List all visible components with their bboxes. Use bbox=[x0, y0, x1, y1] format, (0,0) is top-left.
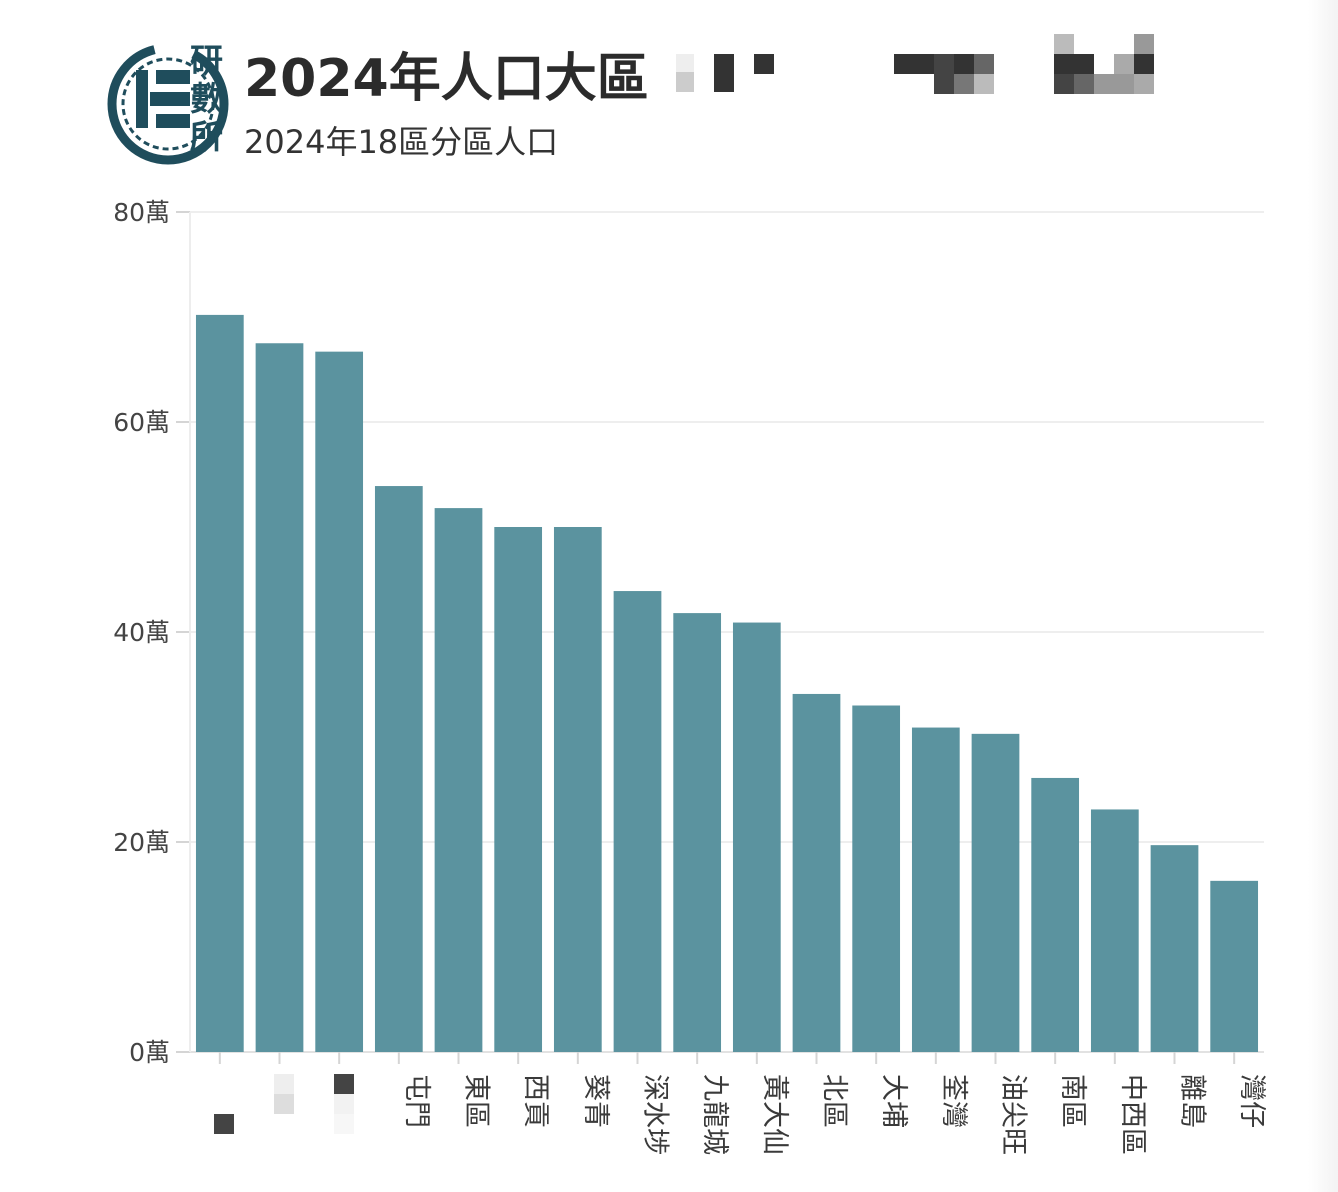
bar bbox=[553, 527, 602, 1052]
x-tick-label: 屯門 bbox=[401, 1074, 432, 1128]
y-tick-label: 20萬 bbox=[113, 828, 170, 857]
bar bbox=[195, 314, 244, 1052]
bar bbox=[911, 727, 960, 1052]
bar bbox=[1031, 777, 1080, 1052]
y-tick-label: 80萬 bbox=[113, 198, 170, 227]
logo-text: 研 數 所 bbox=[190, 42, 232, 156]
bar bbox=[852, 705, 901, 1052]
bar bbox=[732, 622, 781, 1052]
bar bbox=[673, 613, 722, 1052]
logo-char-3: 所 bbox=[190, 117, 223, 156]
bar bbox=[1090, 809, 1139, 1052]
x-tick-label: 南區 bbox=[1057, 1074, 1088, 1128]
bar bbox=[1150, 845, 1199, 1052]
logo-char-2: 數 bbox=[190, 79, 223, 118]
x-tick-label: 北區 bbox=[819, 1074, 850, 1128]
bar bbox=[792, 693, 841, 1052]
bar bbox=[255, 343, 304, 1052]
x-tick-label: 荃灣 bbox=[938, 1074, 969, 1128]
y-tick-label: 0萬 bbox=[129, 1038, 170, 1067]
chart-title: 2024年人口大區 bbox=[244, 49, 649, 109]
x-tick-label: 離島 bbox=[1177, 1074, 1208, 1128]
x-tick-label: 深水埗 bbox=[640, 1074, 671, 1155]
logo-char-1: 研 bbox=[190, 41, 223, 80]
x-tick-label: 大埔 bbox=[878, 1074, 909, 1128]
x-tick-label: 灣仔 bbox=[1236, 1074, 1267, 1128]
x-tick-label: 葵青 bbox=[580, 1074, 611, 1128]
right-edge-shadow bbox=[1308, 0, 1338, 1192]
y-tick-label: 60萬 bbox=[113, 408, 170, 437]
x-tick-label: 九龍城 bbox=[699, 1074, 730, 1155]
title-redaction bbox=[676, 34, 1154, 94]
bar bbox=[374, 486, 423, 1052]
bar bbox=[494, 527, 543, 1052]
bar bbox=[434, 508, 483, 1053]
bar bbox=[613, 591, 662, 1052]
bar bbox=[315, 351, 364, 1052]
category-redaction bbox=[214, 1074, 354, 1134]
bar bbox=[1210, 880, 1259, 1052]
x-tick-label: 黃大仙 bbox=[759, 1074, 790, 1155]
y-tick-label: 40萬 bbox=[113, 618, 170, 647]
x-tick-label: 東區 bbox=[461, 1074, 492, 1128]
chart-subtitle: 2024年18區分區人口 bbox=[244, 123, 559, 161]
x-tick-label: 中西區 bbox=[1117, 1074, 1148, 1155]
x-tick-label: 油尖旺 bbox=[998, 1074, 1029, 1155]
logo-icon bbox=[107, 43, 229, 165]
x-tick-label: 西貢 bbox=[520, 1074, 551, 1128]
bar bbox=[971, 733, 1020, 1052]
